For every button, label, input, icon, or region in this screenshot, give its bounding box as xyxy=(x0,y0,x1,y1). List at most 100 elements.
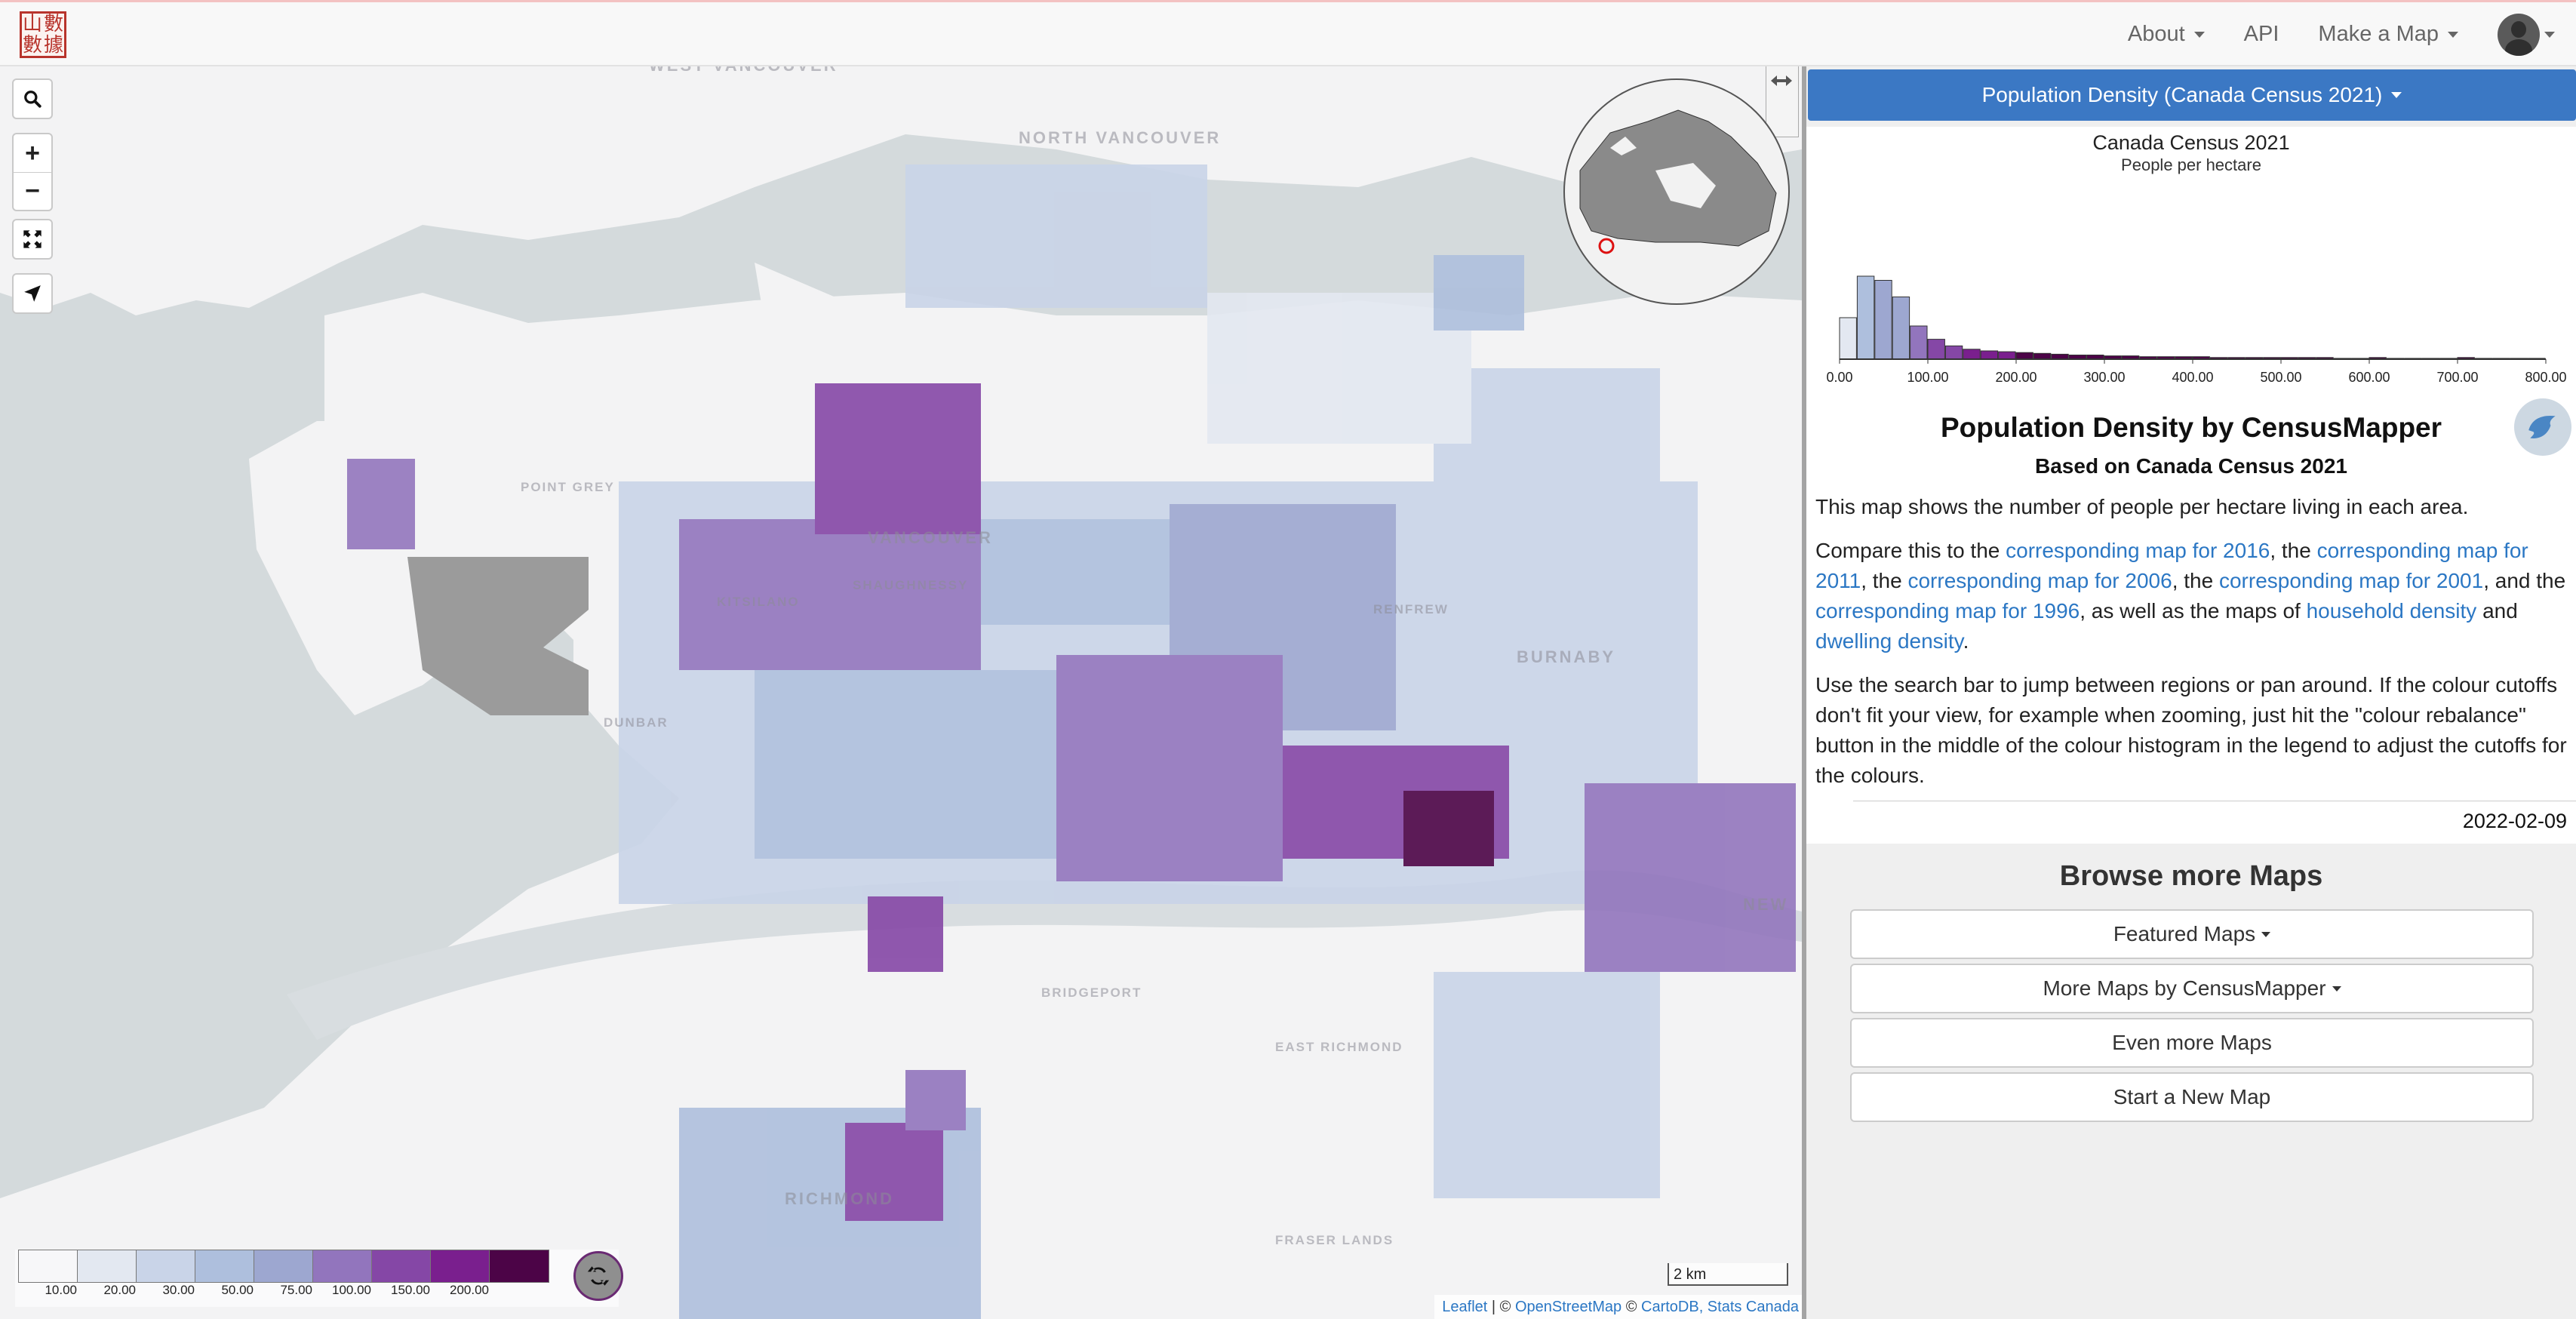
censusmapper-logo[interactable]: 山 數 數 據 xyxy=(20,11,66,58)
story-text: , the xyxy=(2270,539,2317,562)
locate-control xyxy=(12,273,53,314)
legend-swatch xyxy=(78,1250,137,1282)
leaflet-link[interactable]: Leaflet xyxy=(1442,1299,1488,1315)
nav-make-a-map-dropdown[interactable]: Make a Map xyxy=(2318,22,2458,47)
caret-down-icon xyxy=(2332,985,2341,992)
search-button[interactable] xyxy=(14,80,51,118)
panel-resize-handle[interactable] xyxy=(1802,66,1806,1319)
map-label: POINT GREY xyxy=(521,480,615,494)
colour-legend: 10.00 20.00 30.00 50.00 75.00 100.00 150.00 200… xyxy=(15,1250,619,1307)
start-new-map-button[interactable]: Start a New Map xyxy=(1850,1072,2534,1122)
fullscreen-button[interactable] xyxy=(14,220,51,258)
browse-maps-section: Browse more Maps Featured Maps More Maps… xyxy=(1806,853,2576,1127)
resize-arrows-icon xyxy=(1771,75,1792,86)
browse-button-label: Featured Maps xyxy=(2113,922,2256,945)
caret-down-icon xyxy=(2544,31,2555,38)
histogram-tick-label: 0.00 xyxy=(1826,370,1852,385)
caret-down-icon xyxy=(2193,31,2205,38)
story-subtitle: Based on Canada Census 2021 xyxy=(2035,454,2347,478)
nav-api-link[interactable]: API xyxy=(2244,22,2279,47)
attribution-separator: © xyxy=(1622,1299,1641,1315)
openstreetmap-link[interactable]: OpenStreetMap xyxy=(1514,1299,1622,1315)
legend-swatch xyxy=(254,1250,313,1282)
user-menu[interactable] xyxy=(2498,13,2555,56)
fullscreen-control xyxy=(12,219,53,260)
nav-about-label: About xyxy=(2127,22,2185,46)
legend-tick-label: 100.00 xyxy=(332,1283,371,1297)
canada-minimap xyxy=(1579,109,1777,254)
attribution-separator: | © xyxy=(1487,1299,1515,1315)
logo-glyph: 據 xyxy=(43,34,63,57)
nav-about-dropdown[interactable]: About xyxy=(2128,22,2205,47)
cartodb-statscan-link[interactable]: CartoDB, Stats Canada xyxy=(1641,1299,1799,1315)
story-panel: Population Density by CensusMapper Based… xyxy=(1806,391,2576,844)
story-text: , the xyxy=(1861,569,1908,592)
histogram-chart: 0.00 100.00 200.00 300.00 400.00 500.00 600.00… xyxy=(1826,275,2567,385)
story-paragraph: Compare this to the corresponding map fo… xyxy=(1815,536,2567,656)
legend-swatch xyxy=(372,1250,431,1282)
legend-swatches xyxy=(18,1250,549,1283)
featured-maps-dropdown[interactable]: Featured Maps xyxy=(1850,909,2534,959)
navbar: 山 數 數 據 About API Make a Map xyxy=(0,0,2576,66)
story-text: , and the xyxy=(2483,569,2566,592)
story-paragraph: Use the search bar to jump between regio… xyxy=(1815,673,2567,787)
map-1996-link[interactable]: corresponding map for 1996 xyxy=(1815,599,2080,623)
zoom-out-button[interactable]: − xyxy=(14,172,51,210)
zoom-in-button[interactable]: + xyxy=(25,138,40,168)
nav-api-label: API xyxy=(2243,22,2279,46)
histogram-tick-label: 400.00 xyxy=(2172,370,2213,385)
more-maps-dropdown[interactable]: More Maps by CensusMapper xyxy=(1850,964,2534,1013)
search-control xyxy=(12,78,53,119)
censusmapper-bot-icon xyxy=(2514,398,2571,456)
logo-glyph: 數 xyxy=(43,13,63,35)
even-more-maps-button[interactable]: Even more Maps xyxy=(1850,1018,2534,1068)
story-text: . xyxy=(1963,629,1969,653)
histogram-tick-label: 300.00 xyxy=(2083,370,2125,385)
household-density-link[interactable]: household density xyxy=(2306,599,2477,623)
caret-down-icon xyxy=(2391,92,2402,98)
map-label: WEST VANCOUVER xyxy=(649,66,838,75)
histogram-bar xyxy=(1839,317,1857,360)
density-blocks xyxy=(347,164,1796,1319)
browse-button-label: More Maps by CensusMapper xyxy=(2043,976,2326,1000)
minimap-toggle-button[interactable] xyxy=(1766,66,1799,137)
histogram-bar xyxy=(2033,352,2052,360)
legend-swatch xyxy=(137,1250,195,1282)
legend-ticks: 10.00 20.00 30.00 50.00 75.00 100.00 150.00 200… xyxy=(18,1283,489,1298)
colour-rebalance-button[interactable] xyxy=(573,1251,623,1301)
zoom-control: + − xyxy=(12,133,53,211)
legend-swatch xyxy=(431,1250,490,1282)
overview-minimap[interactable] xyxy=(1563,78,1790,305)
map-view[interactable]: WEST VANCOUVER NORTH VANCOUVER VANCOUVER… xyxy=(0,66,1802,1319)
map-2011-link[interactable]: corresponding map for 2011 xyxy=(1815,539,2528,592)
histogram-bar xyxy=(1963,349,1981,360)
story-title: Population Density by CensusMapper xyxy=(1940,412,2442,443)
nav-make-a-map-label: Make a Map xyxy=(2318,22,2439,46)
map-2016-link[interactable]: corresponding map for 2016 xyxy=(2006,539,2270,562)
locate-button[interactable] xyxy=(14,275,51,312)
side-panel: Population Density (Canada Census 2021) … xyxy=(1806,66,2576,1319)
legend-tick-label: 10.00 xyxy=(45,1283,77,1297)
attribution: Leaflet | © OpenStreetMap © CartoDB, Sta… xyxy=(1434,1295,1802,1319)
histogram-tick-label: 800.00 xyxy=(2525,370,2566,385)
story-text: , as well as the maps of xyxy=(2080,599,2307,623)
bird-icon xyxy=(2528,416,2556,438)
map-label: FRASER LANDS xyxy=(1275,1233,1394,1247)
logo-glyph: 數 xyxy=(22,34,42,57)
histogram-tick-label: 500.00 xyxy=(2260,370,2301,385)
histogram-bar xyxy=(1892,297,1910,360)
map-2001-link[interactable]: corresponding map for 2001 xyxy=(2218,569,2484,592)
legend-tick-label: 150.00 xyxy=(391,1283,430,1297)
caret-down-icon xyxy=(2448,31,2458,38)
histogram-tick-label: 100.00 xyxy=(1907,370,1948,385)
map-label: NORTH VANCOUVER xyxy=(1019,128,1222,147)
expand-icon xyxy=(23,230,41,248)
map-2006-link[interactable]: corresponding map for 2006 xyxy=(1907,569,2172,592)
map-label: EAST RICHMOND xyxy=(1275,1040,1403,1054)
dwelling-density-link[interactable]: dwelling density xyxy=(1815,629,1963,653)
histogram-tick-label: 600.00 xyxy=(2348,370,2390,385)
variable-selector-dropdown[interactable]: Population Density (Canada Census 2021) xyxy=(1808,69,2576,121)
legend-swatch xyxy=(19,1250,78,1282)
browse-title: Browse more Maps xyxy=(2059,860,2323,892)
map-label: DUNBAR xyxy=(604,715,669,730)
